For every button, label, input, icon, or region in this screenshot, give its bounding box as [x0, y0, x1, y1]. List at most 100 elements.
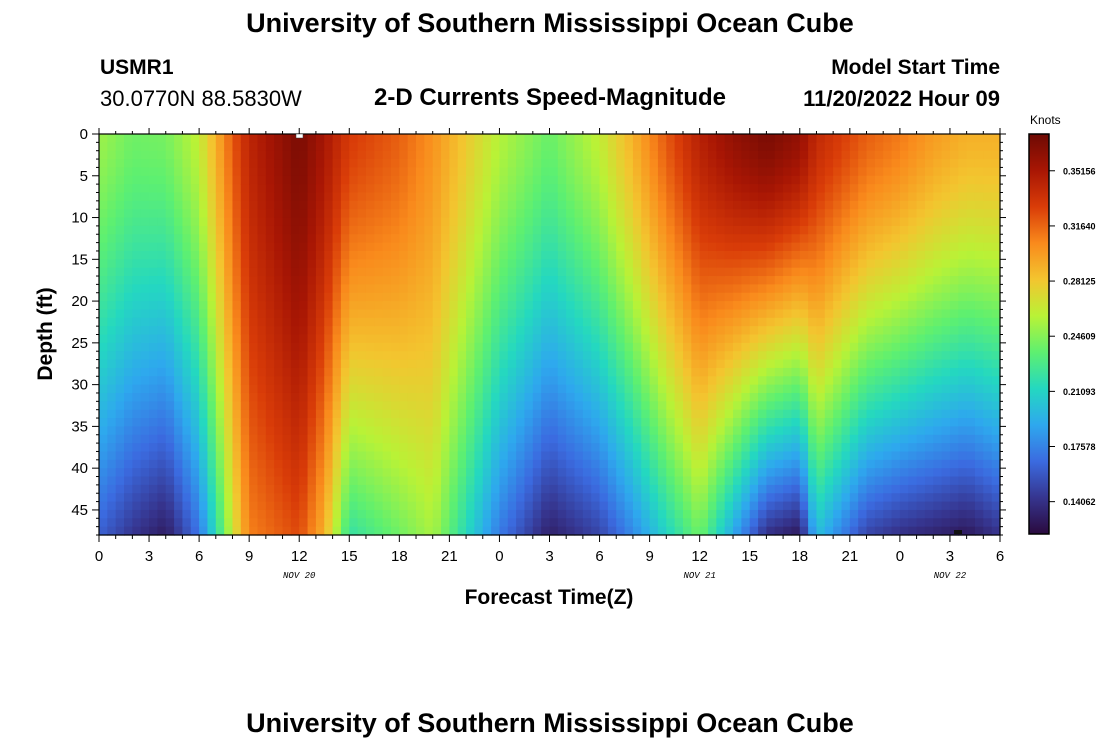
heatmap-cell [808, 384, 818, 394]
heatmap-cell [574, 184, 584, 194]
heatmap-cell [883, 518, 893, 528]
heatmap-cell [557, 159, 567, 169]
heatmap-cell [115, 392, 125, 402]
heatmap-cell [224, 409, 234, 419]
heatmap-cell [557, 242, 567, 252]
heatmap-cell [666, 384, 676, 394]
heatmap-cell [941, 459, 951, 469]
heatmap-cell [507, 159, 517, 169]
heatmap-cell [708, 301, 717, 311]
heatmap-cell [332, 476, 342, 486]
heatmap-cell [265, 451, 275, 461]
heatmap-cell [724, 501, 734, 511]
heatmap-cell [482, 418, 492, 427]
heatmap-cell [733, 484, 742, 494]
heatmap-cell [482, 200, 492, 210]
heatmap-cell [691, 284, 701, 294]
heatmap-cell [507, 234, 517, 244]
heatmap-cell [407, 250, 417, 260]
heatmap-cell [549, 175, 559, 185]
heatmap-cell [607, 175, 617, 185]
heatmap-cell [708, 175, 717, 185]
heatmap-cell [249, 434, 259, 444]
heatmap-cell [224, 234, 234, 244]
heatmap-cell [574, 418, 584, 427]
heatmap-cell [724, 259, 734, 269]
heatmap-cell [891, 209, 901, 219]
heatmap-cell [224, 217, 234, 227]
heatmap-cell [666, 409, 676, 419]
heatmap-cell [733, 376, 742, 386]
heatmap-cell [574, 292, 584, 302]
heatmap-cell [491, 484, 501, 494]
heatmap-cell [224, 284, 234, 294]
heatmap-cell [340, 351, 350, 361]
heatmap-cell [883, 451, 893, 461]
heatmap-cell [382, 468, 392, 478]
heatmap-cell [749, 217, 759, 227]
heatmap-cell [282, 484, 292, 494]
heatmap-cell [315, 484, 325, 494]
heatmap-cell [758, 418, 767, 427]
heatmap-cell [899, 225, 909, 235]
heatmap-cell [249, 225, 259, 235]
heatmap-cell [791, 418, 801, 427]
heatmap-cell [449, 209, 459, 219]
heatmap-cell [224, 184, 234, 194]
heatmap-cell [716, 209, 726, 219]
heatmap-cell [240, 526, 250, 536]
heatmap-cell [783, 276, 793, 285]
heatmap-cell [99, 159, 108, 169]
heatmap-cell [324, 401, 334, 411]
heatmap-cell [274, 267, 284, 277]
heatmap-cell [182, 276, 192, 285]
heatmap-cell [949, 276, 959, 285]
heatmap-cell [365, 167, 375, 177]
heatmap-cell [507, 142, 517, 152]
heatmap-cell [924, 159, 934, 169]
heatmap-cell [641, 292, 651, 302]
heatmap-cell [607, 242, 617, 252]
heatmap-cell [374, 209, 384, 219]
heatmap-cell [132, 309, 142, 319]
heatmap-cell [324, 493, 334, 503]
heatmap-cell [574, 167, 584, 177]
heatmap-cell [616, 200, 626, 210]
heatmap-cell [499, 384, 509, 394]
heatmap-cell [257, 200, 267, 210]
heatmap-cell [916, 284, 926, 294]
heatmap-cell [165, 392, 175, 402]
heatmap-cell [315, 209, 325, 219]
heatmap-cell [249, 167, 259, 177]
heatmap-cell [916, 309, 926, 319]
heatmap-cell [541, 501, 551, 511]
heatmap-cell [441, 292, 450, 302]
heatmap-cell [657, 476, 667, 486]
heatmap-cell [774, 342, 784, 352]
heatmap-cell [791, 167, 801, 177]
heatmap-cell [99, 526, 108, 536]
heatmap-cell [257, 401, 267, 411]
heatmap-cell [549, 384, 559, 394]
heatmap-cell [165, 384, 175, 394]
heatmap-cell [682, 392, 692, 402]
heatmap-cell [382, 217, 392, 227]
heatmap-cell [524, 376, 534, 386]
heatmap-cell [783, 301, 793, 311]
heatmap-cell [949, 443, 959, 453]
heatmap-cell [215, 476, 225, 486]
heatmap-cell [516, 200, 526, 210]
heatmap-cell [849, 367, 859, 377]
heatmap-cell [866, 518, 876, 528]
heatmap-cell [624, 376, 634, 386]
heatmap-cell [674, 267, 684, 277]
heatmap-cell [799, 159, 809, 169]
heatmap-cell [349, 468, 359, 478]
heatmap-cell [766, 250, 776, 260]
heatmap-cell [457, 351, 467, 361]
heatmap-cell [833, 418, 843, 427]
heatmap-cell [224, 276, 234, 285]
heatmap-cell [499, 443, 509, 453]
heatmap-cell [682, 501, 692, 511]
heatmap-cell [874, 392, 884, 402]
